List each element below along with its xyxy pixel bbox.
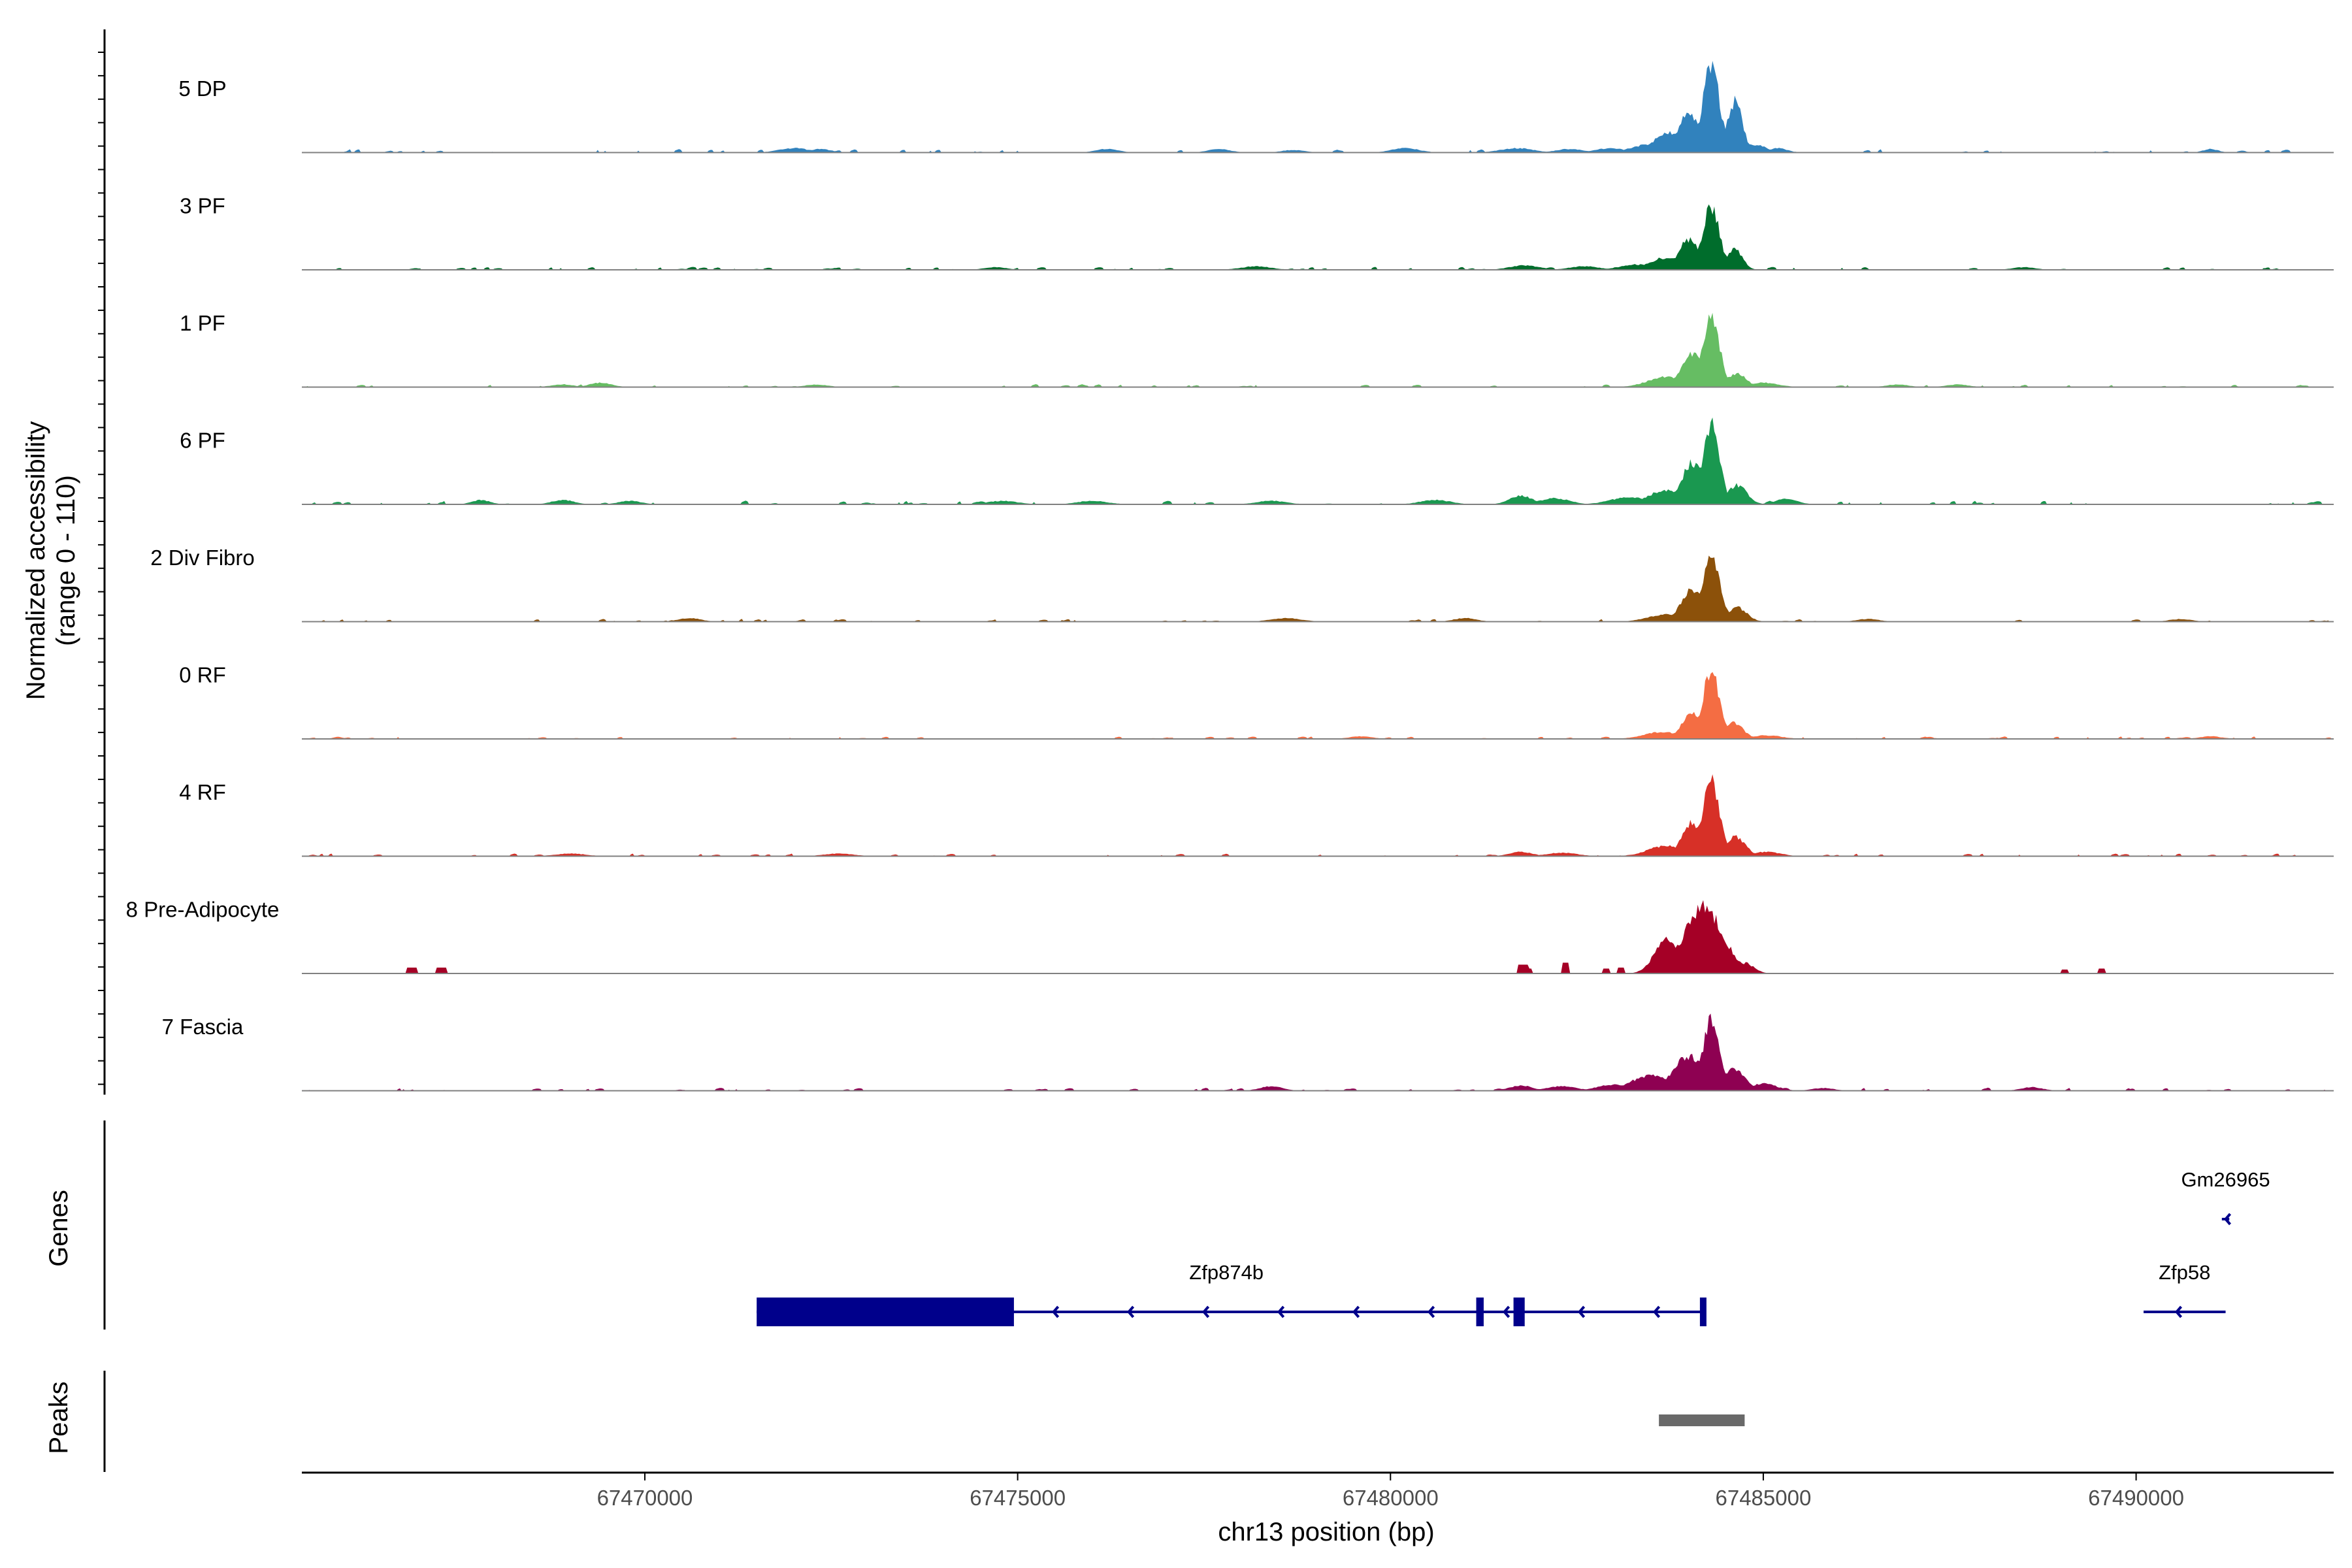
gene-label: Zfp58 [2159, 1261, 2210, 1284]
coverage-area [302, 204, 2334, 270]
coverage-area [302, 417, 2334, 504]
strand-arrow [1502, 1305, 1511, 1318]
strand-arrow [2174, 1305, 2183, 1318]
gene-exon [1476, 1298, 1484, 1326]
axes: 67470000 67475000 67480000 67485000 67490000 [98, 29, 2334, 1510]
x-tick-label: 67470000 [597, 1486, 693, 1510]
track-label: 3 PF [180, 194, 225, 218]
coverage-area [302, 672, 2334, 739]
track-5-dp: 5 DP [178, 61, 2334, 154]
track-label: 0 RF [179, 663, 226, 687]
x-axis-title: chr13 position (bp) [1218, 1518, 1434, 1546]
track-1-pf: 1 PF [180, 311, 2334, 388]
gene-exon [757, 1298, 1014, 1326]
gene-label: Gm26965 [2181, 1168, 2270, 1191]
gene-zfp58: Zfp58 [2143, 1261, 2226, 1318]
peaks-panel-title: Peaks [44, 1381, 73, 1454]
track-8-pre-adipocyte: 8 Pre-Adipocyte [126, 898, 2334, 974]
track-6-pf: 6 PF [180, 417, 2334, 505]
coverage-area [302, 61, 2334, 153]
y-axis-title-line1: Normalized accessibility [22, 421, 50, 700]
gene-zfp874b: Zfp874b [757, 1261, 1707, 1326]
track-label: 8 Pre-Adipocyte [126, 898, 280, 922]
gene-annotations: Zfp874b Gm26965 Zfp58 [757, 1168, 2270, 1326]
track-0-rf: 0 RF [179, 663, 2334, 740]
y-axis-title-line2: (range 0 - 110) [52, 475, 80, 646]
coverage-area [302, 774, 2334, 857]
gene-label: Zfp874b [1189, 1261, 1264, 1284]
gene-gm26965: Gm26965 [2181, 1168, 2270, 1226]
strand-arrow [1126, 1305, 1135, 1318]
x-tick-label: 67490000 [2088, 1486, 2184, 1510]
strand-arrow [1277, 1305, 1285, 1318]
coverage-area [302, 1013, 2334, 1091]
gene-exon [1513, 1298, 1525, 1326]
x-tick-label: 67475000 [970, 1486, 1066, 1510]
coverage-area [302, 555, 2334, 622]
strand-arrow [2223, 1213, 2232, 1226]
track-label: 5 DP [178, 76, 226, 101]
track-2-div-fibro: 2 Div Fibro [150, 546, 2334, 623]
track-4-rf: 4 RF [179, 774, 2334, 857]
gene-exon [1699, 1298, 1707, 1326]
track-label: 4 RF [179, 780, 226, 804]
x-tick-label: 67485000 [1716, 1486, 1812, 1510]
track-7-fascia: 7 Fascia [162, 1013, 2334, 1092]
strand-arrow [1051, 1305, 1060, 1318]
strand-arrow [1652, 1305, 1661, 1318]
track-label: 2 Div Fibro [150, 546, 255, 570]
genes-panel-title: Genes [44, 1190, 73, 1267]
peak-region [1659, 1414, 1745, 1426]
coverage-area [302, 900, 2334, 973]
strand-arrow [1201, 1305, 1210, 1318]
x-tick-label: 67480000 [1343, 1486, 1439, 1510]
track-3-pf: 3 PF [180, 194, 2334, 270]
track-label: 1 PF [180, 311, 225, 335]
strand-arrow [1352, 1305, 1360, 1318]
track-label: 7 Fascia [162, 1015, 244, 1039]
strand-arrow [1427, 1305, 1435, 1318]
coverage-tracks: 5 DP 3 PF 1 PF 6 PF 2 Div Fibro 0 RF 4 RF 8 Pre… [126, 61, 2334, 1092]
track-label: 6 PF [180, 429, 225, 453]
coverage-area [302, 312, 2334, 387]
peak-annotations [1659, 1414, 1745, 1426]
strand-arrow [1577, 1305, 1586, 1318]
